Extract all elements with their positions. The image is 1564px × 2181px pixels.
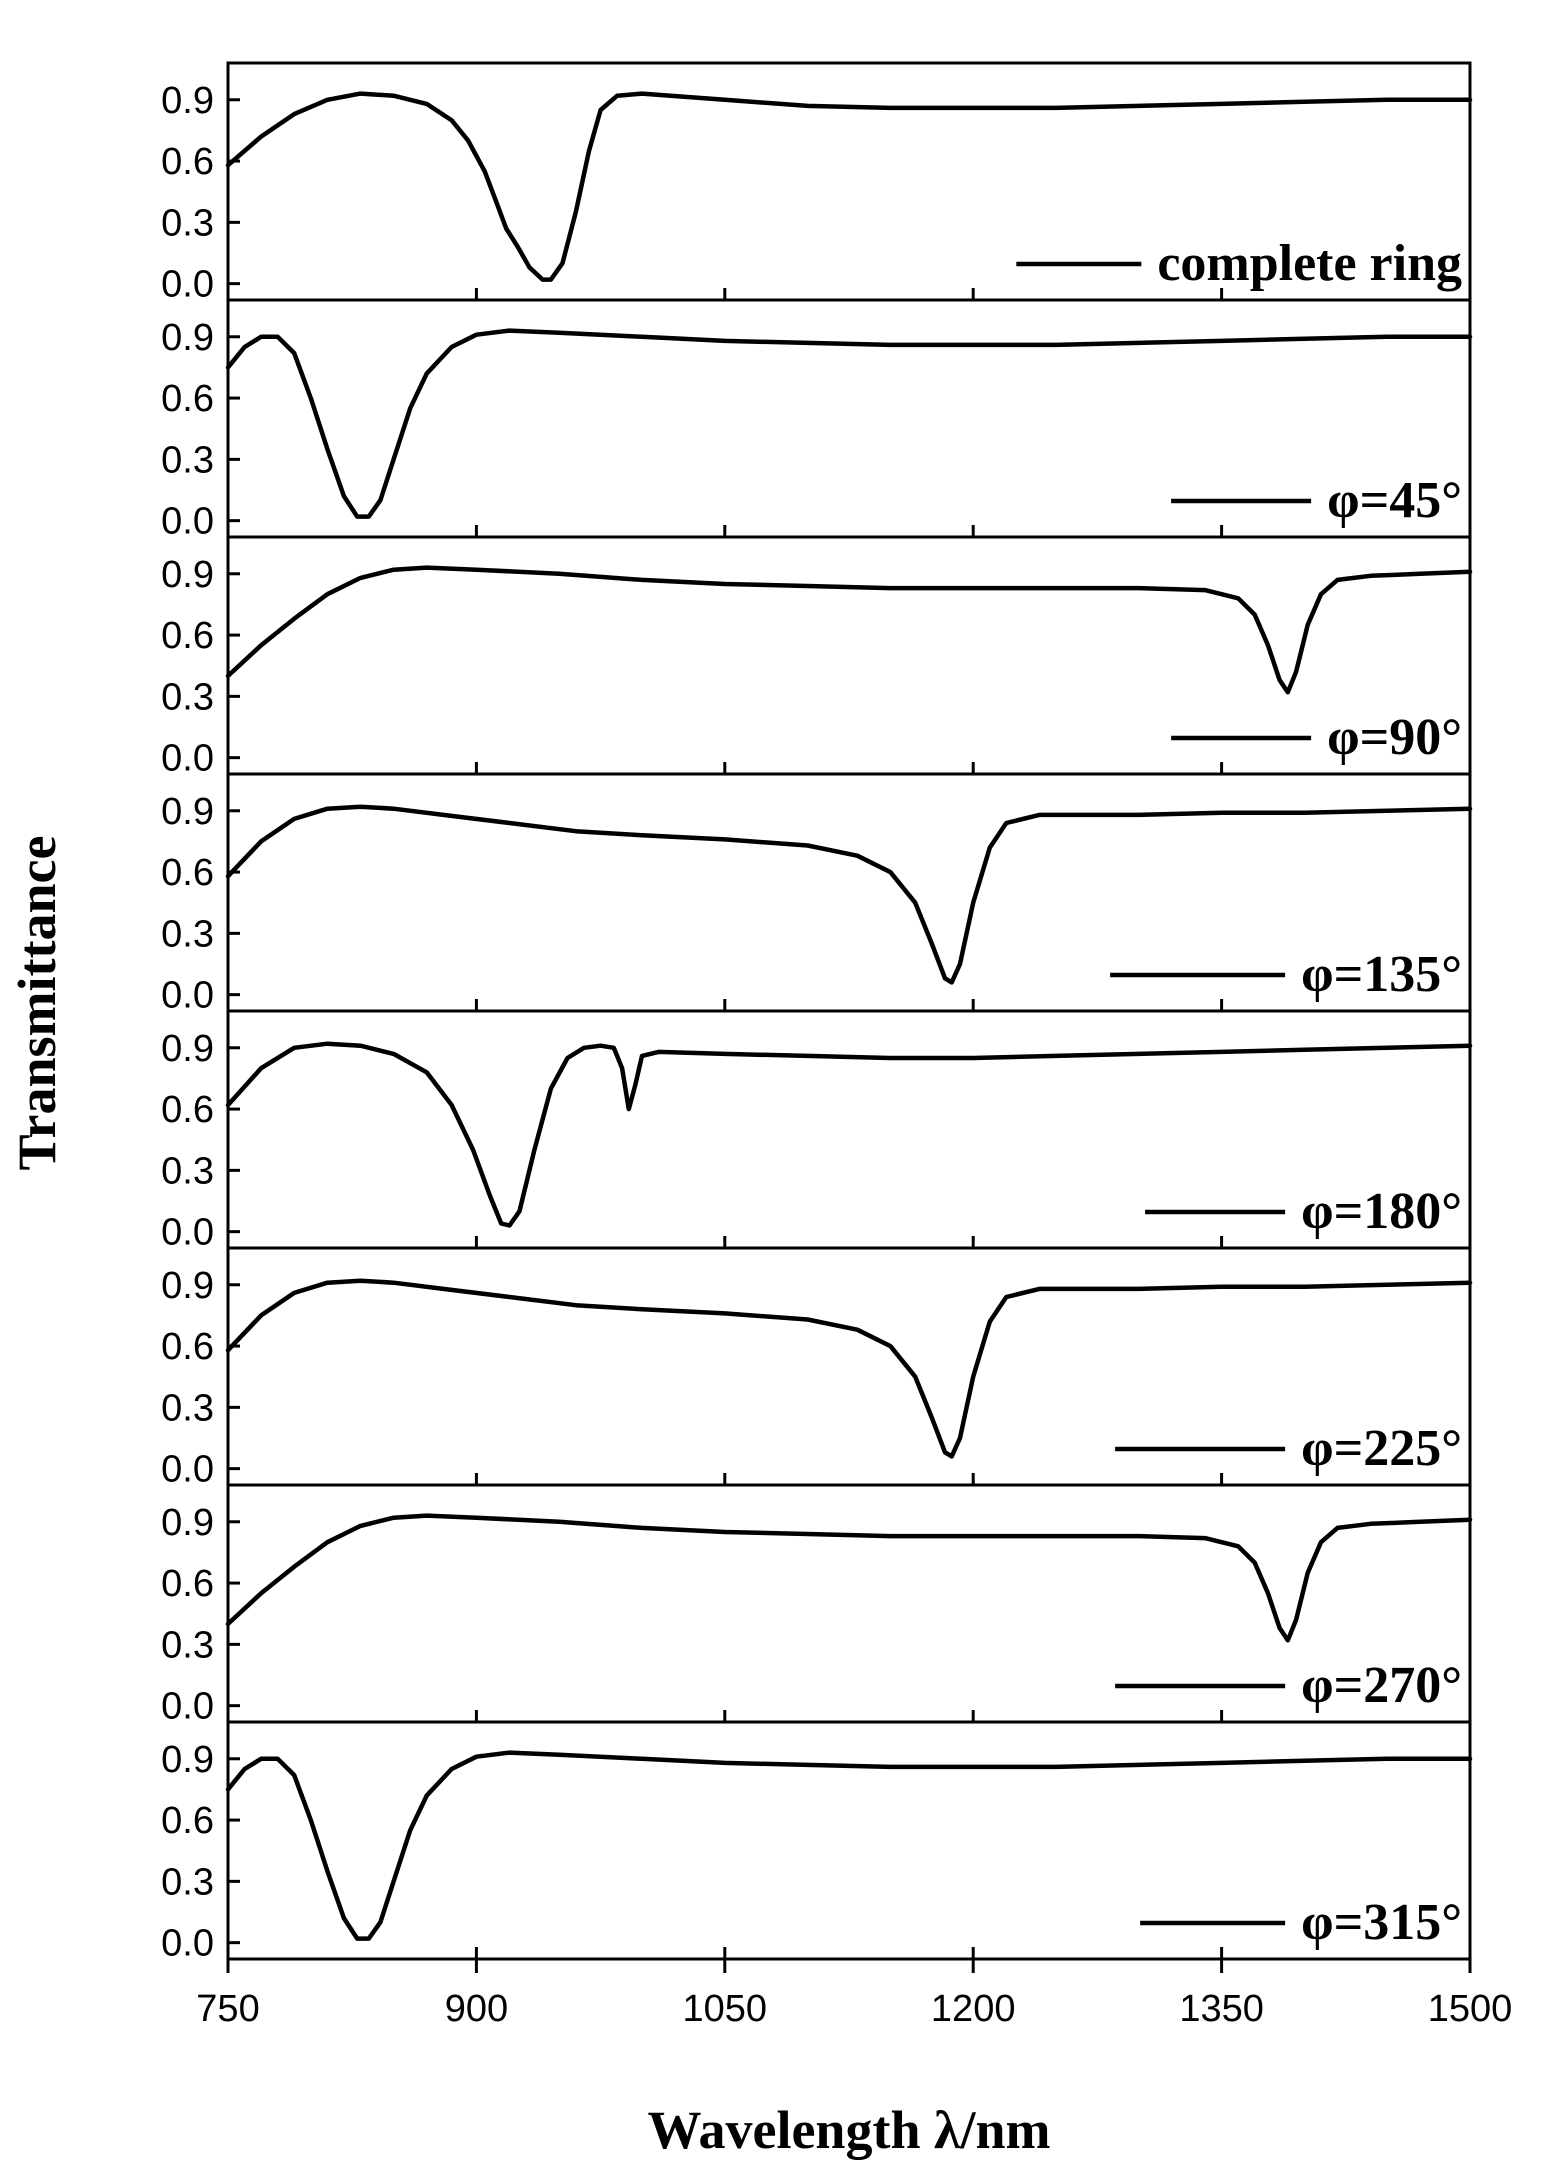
y-tick-label: 0.3 [161, 1387, 214, 1429]
panel-8: 0.0 0.3 0.6 0.9 φ=315° [161, 1720, 1473, 1965]
y-tick-label: 0.6 [161, 1326, 214, 1368]
y-tick-label: 0.0 [161, 975, 214, 1017]
series-line [225, 565, 1473, 695]
y-tick-label: 0.6 [161, 141, 214, 183]
y-tick-label: 0.3 [161, 913, 214, 955]
y-tick-label: 0.9 [161, 317, 214, 359]
x-tick-label: 1050 [683, 1988, 768, 2030]
series-line [225, 804, 1473, 985]
y-tick-label: 0.0 [161, 1212, 214, 1254]
series-line [225, 328, 1473, 519]
panel-3: 0.0 0.3 0.6 0.9 φ=90° [161, 535, 1473, 780]
legend-label: φ=45° [1327, 472, 1462, 529]
y-tick-label: 0.0 [161, 1449, 214, 1491]
y-tick-label: 0.6 [161, 1563, 214, 1605]
y-tick-label: 0.0 [161, 1686, 214, 1728]
y-tick-label: 0.9 [161, 1739, 214, 1781]
panel-5: 0.0 0.3 0.6 0.9 φ=180° [161, 1009, 1473, 1254]
y-tick-label: 0.3 [161, 439, 214, 481]
y-tick-label: 0.9 [161, 1502, 214, 1544]
legend-label: φ=90° [1327, 709, 1462, 766]
panel-frame [226, 1720, 1472, 1961]
panel-6: 0.0 0.3 0.6 0.9 φ=225° [161, 1246, 1473, 1491]
y-tick-label: 0.3 [161, 1624, 214, 1666]
legend-label: complete ring [1157, 235, 1462, 292]
y-tick-label: 0.3 [161, 202, 214, 244]
series-line [225, 1278, 1473, 1459]
series-line [225, 1513, 1473, 1643]
x-axis: 750 900 1050 1200 1350 1500 [196, 1959, 1512, 2030]
x-tick-label: 1350 [1179, 1988, 1264, 2030]
y-tick-label: 0.6 [161, 615, 214, 657]
panel-2: 0.0 0.3 0.6 0.9 φ=45° [161, 298, 1473, 543]
y-tick-label: 0.0 [161, 738, 214, 780]
y-tick-label: 0.6 [161, 852, 214, 894]
x-axis-title: Wavelength λ/nm [647, 2100, 1050, 2160]
y-tick-label: 0.0 [161, 501, 214, 543]
y-tick-label: 0.9 [161, 80, 214, 122]
y-axis-title: Transmittance [7, 836, 67, 1171]
series-line [225, 91, 1473, 282]
panel-1: 0.0 0.3 0.6 0.9 complete ring [161, 61, 1473, 306]
y-tick-label: 0.3 [161, 676, 214, 718]
legend-label: φ=270° [1301, 1657, 1462, 1714]
chart-panels: 0.0 0.3 0.6 0.9 complete ring 0.0 0.3 0.6 0.9 φ=4… [161, 61, 1473, 1965]
y-tick-label: 0.6 [161, 1800, 214, 1842]
y-tick-label: 0.9 [161, 554, 214, 596]
legend-label: φ=135° [1301, 946, 1462, 1003]
panel-7: 0.0 0.3 0.6 0.9 φ=270° [161, 1483, 1473, 1728]
x-tick-label: 750 [196, 1988, 259, 2030]
panel-4: 0.0 0.3 0.6 0.9 φ=135° [161, 772, 1473, 1017]
y-tick-label: 0.0 [161, 264, 214, 306]
legend-label: φ=315° [1301, 1894, 1462, 1951]
y-tick-label: 0.0 [161, 1923, 214, 1965]
series-line [225, 1750, 1473, 1941]
y-tick-label: 0.9 [161, 1028, 214, 1070]
y-tick-label: 0.6 [161, 378, 214, 420]
y-tick-label: 0.3 [161, 1150, 214, 1192]
y-tick-label: 0.3 [161, 1861, 214, 1903]
x-tick-label: 1200 [931, 1988, 1016, 2030]
x-tick-label: 900 [445, 1988, 508, 2030]
legend-label: φ=225° [1301, 1420, 1462, 1477]
y-tick-label: 0.9 [161, 1265, 214, 1307]
y-tick-label: 0.6 [161, 1089, 214, 1131]
y-tick-label: 0.9 [161, 791, 214, 833]
series-line [225, 1041, 1473, 1228]
legend-label: φ=180° [1301, 1183, 1462, 1240]
x-tick-label: 1500 [1428, 1988, 1513, 2030]
